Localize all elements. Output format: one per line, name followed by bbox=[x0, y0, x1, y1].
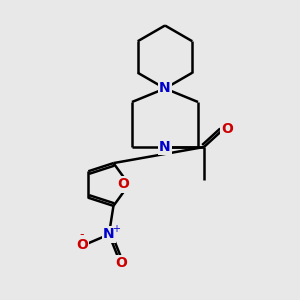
Text: +: + bbox=[112, 224, 120, 234]
Text: O: O bbox=[115, 256, 127, 271]
Text: O: O bbox=[221, 122, 233, 136]
Text: O: O bbox=[76, 238, 88, 252]
Text: N: N bbox=[103, 227, 115, 242]
Text: O: O bbox=[118, 178, 130, 191]
Text: N: N bbox=[159, 82, 171, 95]
Text: -: - bbox=[80, 229, 84, 242]
Text: N: N bbox=[159, 140, 171, 154]
